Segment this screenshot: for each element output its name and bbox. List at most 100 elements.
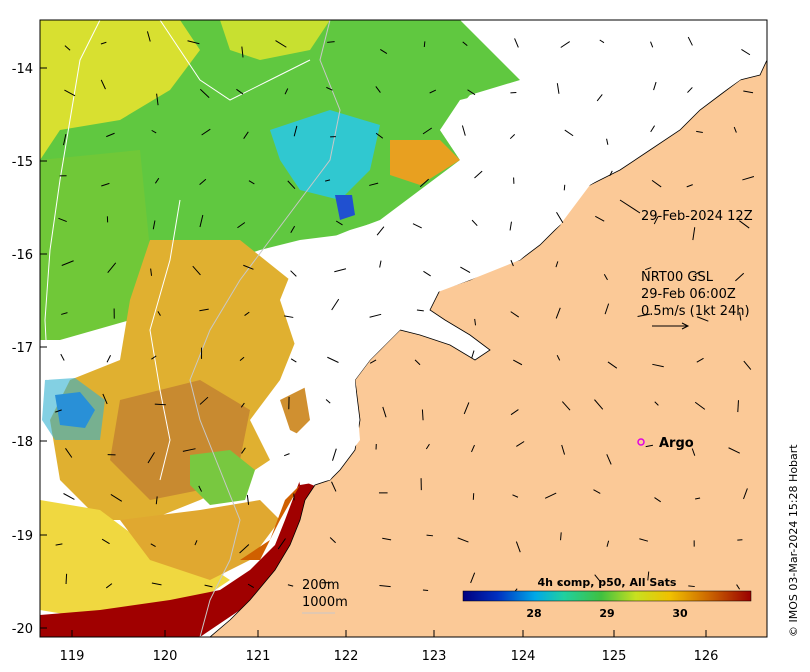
- current-vector: [375, 86, 381, 93]
- current-vector: [687, 87, 693, 93]
- current-vector: [246, 494, 250, 505]
- current-vector: [198, 485, 203, 492]
- sst-field-warm-fringe: [240, 485, 300, 560]
- current-vector: [379, 260, 382, 268]
- x-axis-labels: 119 120 121 122 123 124 125 126: [60, 649, 719, 664]
- current-vector: [64, 45, 71, 51]
- current-vector: [157, 311, 161, 316]
- current-vector: [146, 31, 151, 42]
- y-tick-label: -18: [12, 435, 33, 450]
- current-vector: [334, 268, 347, 273]
- current-vector: [248, 180, 255, 185]
- current-vector: [652, 363, 664, 368]
- current-vector: [651, 179, 662, 188]
- current-vector: [741, 48, 751, 56]
- current-vector: [55, 543, 63, 546]
- current-vector: [65, 448, 73, 458]
- current-vector: [514, 38, 519, 48]
- current-vector: [510, 409, 519, 416]
- current-vector: [416, 309, 424, 312]
- current-vector: [60, 353, 65, 361]
- current-vector: [423, 270, 431, 277]
- sst-field-blue-small: [335, 195, 355, 220]
- current-vector: [376, 226, 385, 236]
- current-vector: [277, 538, 286, 550]
- land-mass: [209, 59, 767, 637]
- current-vector: [738, 220, 750, 229]
- current-vector: [426, 534, 434, 537]
- current-vector: [247, 583, 255, 588]
- colorbar-tick-label: 30: [672, 607, 688, 620]
- credit-label: © IMOS 03-Mar-2024 15:28 Hobart: [787, 444, 800, 637]
- current-vector: [510, 311, 520, 318]
- argo-marker: [637, 438, 645, 446]
- current-vector: [653, 81, 657, 91]
- colorbar-tick-label: 28: [526, 607, 541, 620]
- current-vector: [743, 90, 754, 94]
- current-vector: [151, 582, 162, 586]
- current-vector: [654, 497, 662, 503]
- x-tick-label: 121: [246, 649, 271, 664]
- current-vector: [599, 39, 605, 44]
- current-vector: [743, 360, 752, 370]
- current-vector: [105, 583, 113, 589]
- current-vector: [204, 584, 213, 588]
- current-vector: [691, 448, 696, 456]
- current-vector: [100, 41, 107, 45]
- current-vector: [556, 83, 560, 94]
- colorbar: 4h comp, p50, All Sats 28 29 30: [462, 576, 752, 620]
- current-vector: [594, 574, 602, 584]
- current-vector: [474, 318, 477, 326]
- current-vector: [645, 267, 652, 271]
- y-tick-label: -20: [12, 622, 33, 637]
- current-vector: [563, 184, 566, 191]
- y-tick-label: -15: [12, 155, 33, 170]
- current-vector: [653, 216, 659, 225]
- current-vector: [556, 354, 561, 361]
- current-vector: [199, 396, 209, 405]
- current-vector: [284, 453, 290, 457]
- current-vector: [607, 361, 618, 369]
- current-vector: [284, 88, 289, 95]
- current-vector: [414, 359, 421, 366]
- current-vector: [335, 220, 343, 226]
- current-vector: [325, 179, 331, 182]
- current-vector: [564, 129, 574, 137]
- current-vector: [64, 89, 76, 97]
- current-vector: [293, 125, 298, 137]
- y-axis: [40, 67, 47, 629]
- current-vector: [467, 89, 476, 96]
- isobath-1000-label: 1000m: [302, 595, 348, 610]
- current-vector: [284, 315, 294, 318]
- current-vector: [325, 399, 331, 404]
- current-vector: [156, 93, 159, 106]
- current-vector: [62, 134, 67, 146]
- current-vector: [425, 443, 430, 450]
- colorbar-title: 4h comp, p50, All Sats: [538, 576, 677, 589]
- timestamp-pointer: [619, 199, 641, 214]
- current-vector: [510, 259, 514, 267]
- current-vector: [243, 131, 249, 139]
- current-vector: [331, 481, 337, 492]
- current-vector: [101, 538, 110, 545]
- current-vector: [369, 313, 382, 318]
- current-vector: [561, 401, 571, 411]
- current-vector: [696, 130, 703, 134]
- current-vector: [595, 215, 605, 222]
- current-vector: [609, 170, 613, 177]
- current-vector: [154, 177, 160, 184]
- current-vector: [101, 182, 110, 187]
- current-scale-label: 0.5m/s (1kt 24h): [641, 304, 750, 319]
- current-vector: [650, 125, 656, 133]
- current-vector: [728, 447, 740, 454]
- current-vector: [596, 94, 603, 102]
- current-vector: [560, 532, 562, 541]
- sst-field-yellow-nw: [40, 20, 200, 160]
- current-vector: [460, 266, 471, 274]
- current-vector: [639, 538, 649, 542]
- current-vector: [152, 220, 156, 230]
- current-vector: [192, 265, 201, 276]
- current-vector: [287, 584, 294, 587]
- current-vector: [201, 128, 211, 136]
- current-vector: [154, 403, 166, 406]
